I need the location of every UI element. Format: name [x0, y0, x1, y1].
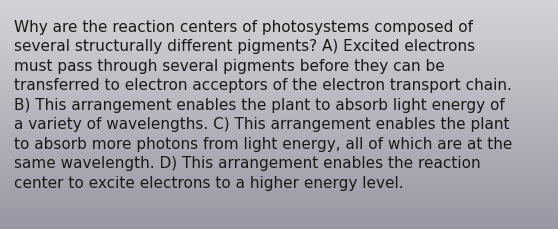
Text: Why are the reaction centers of photosystems composed of
several structurally di: Why are the reaction centers of photosys… — [14, 19, 512, 190]
